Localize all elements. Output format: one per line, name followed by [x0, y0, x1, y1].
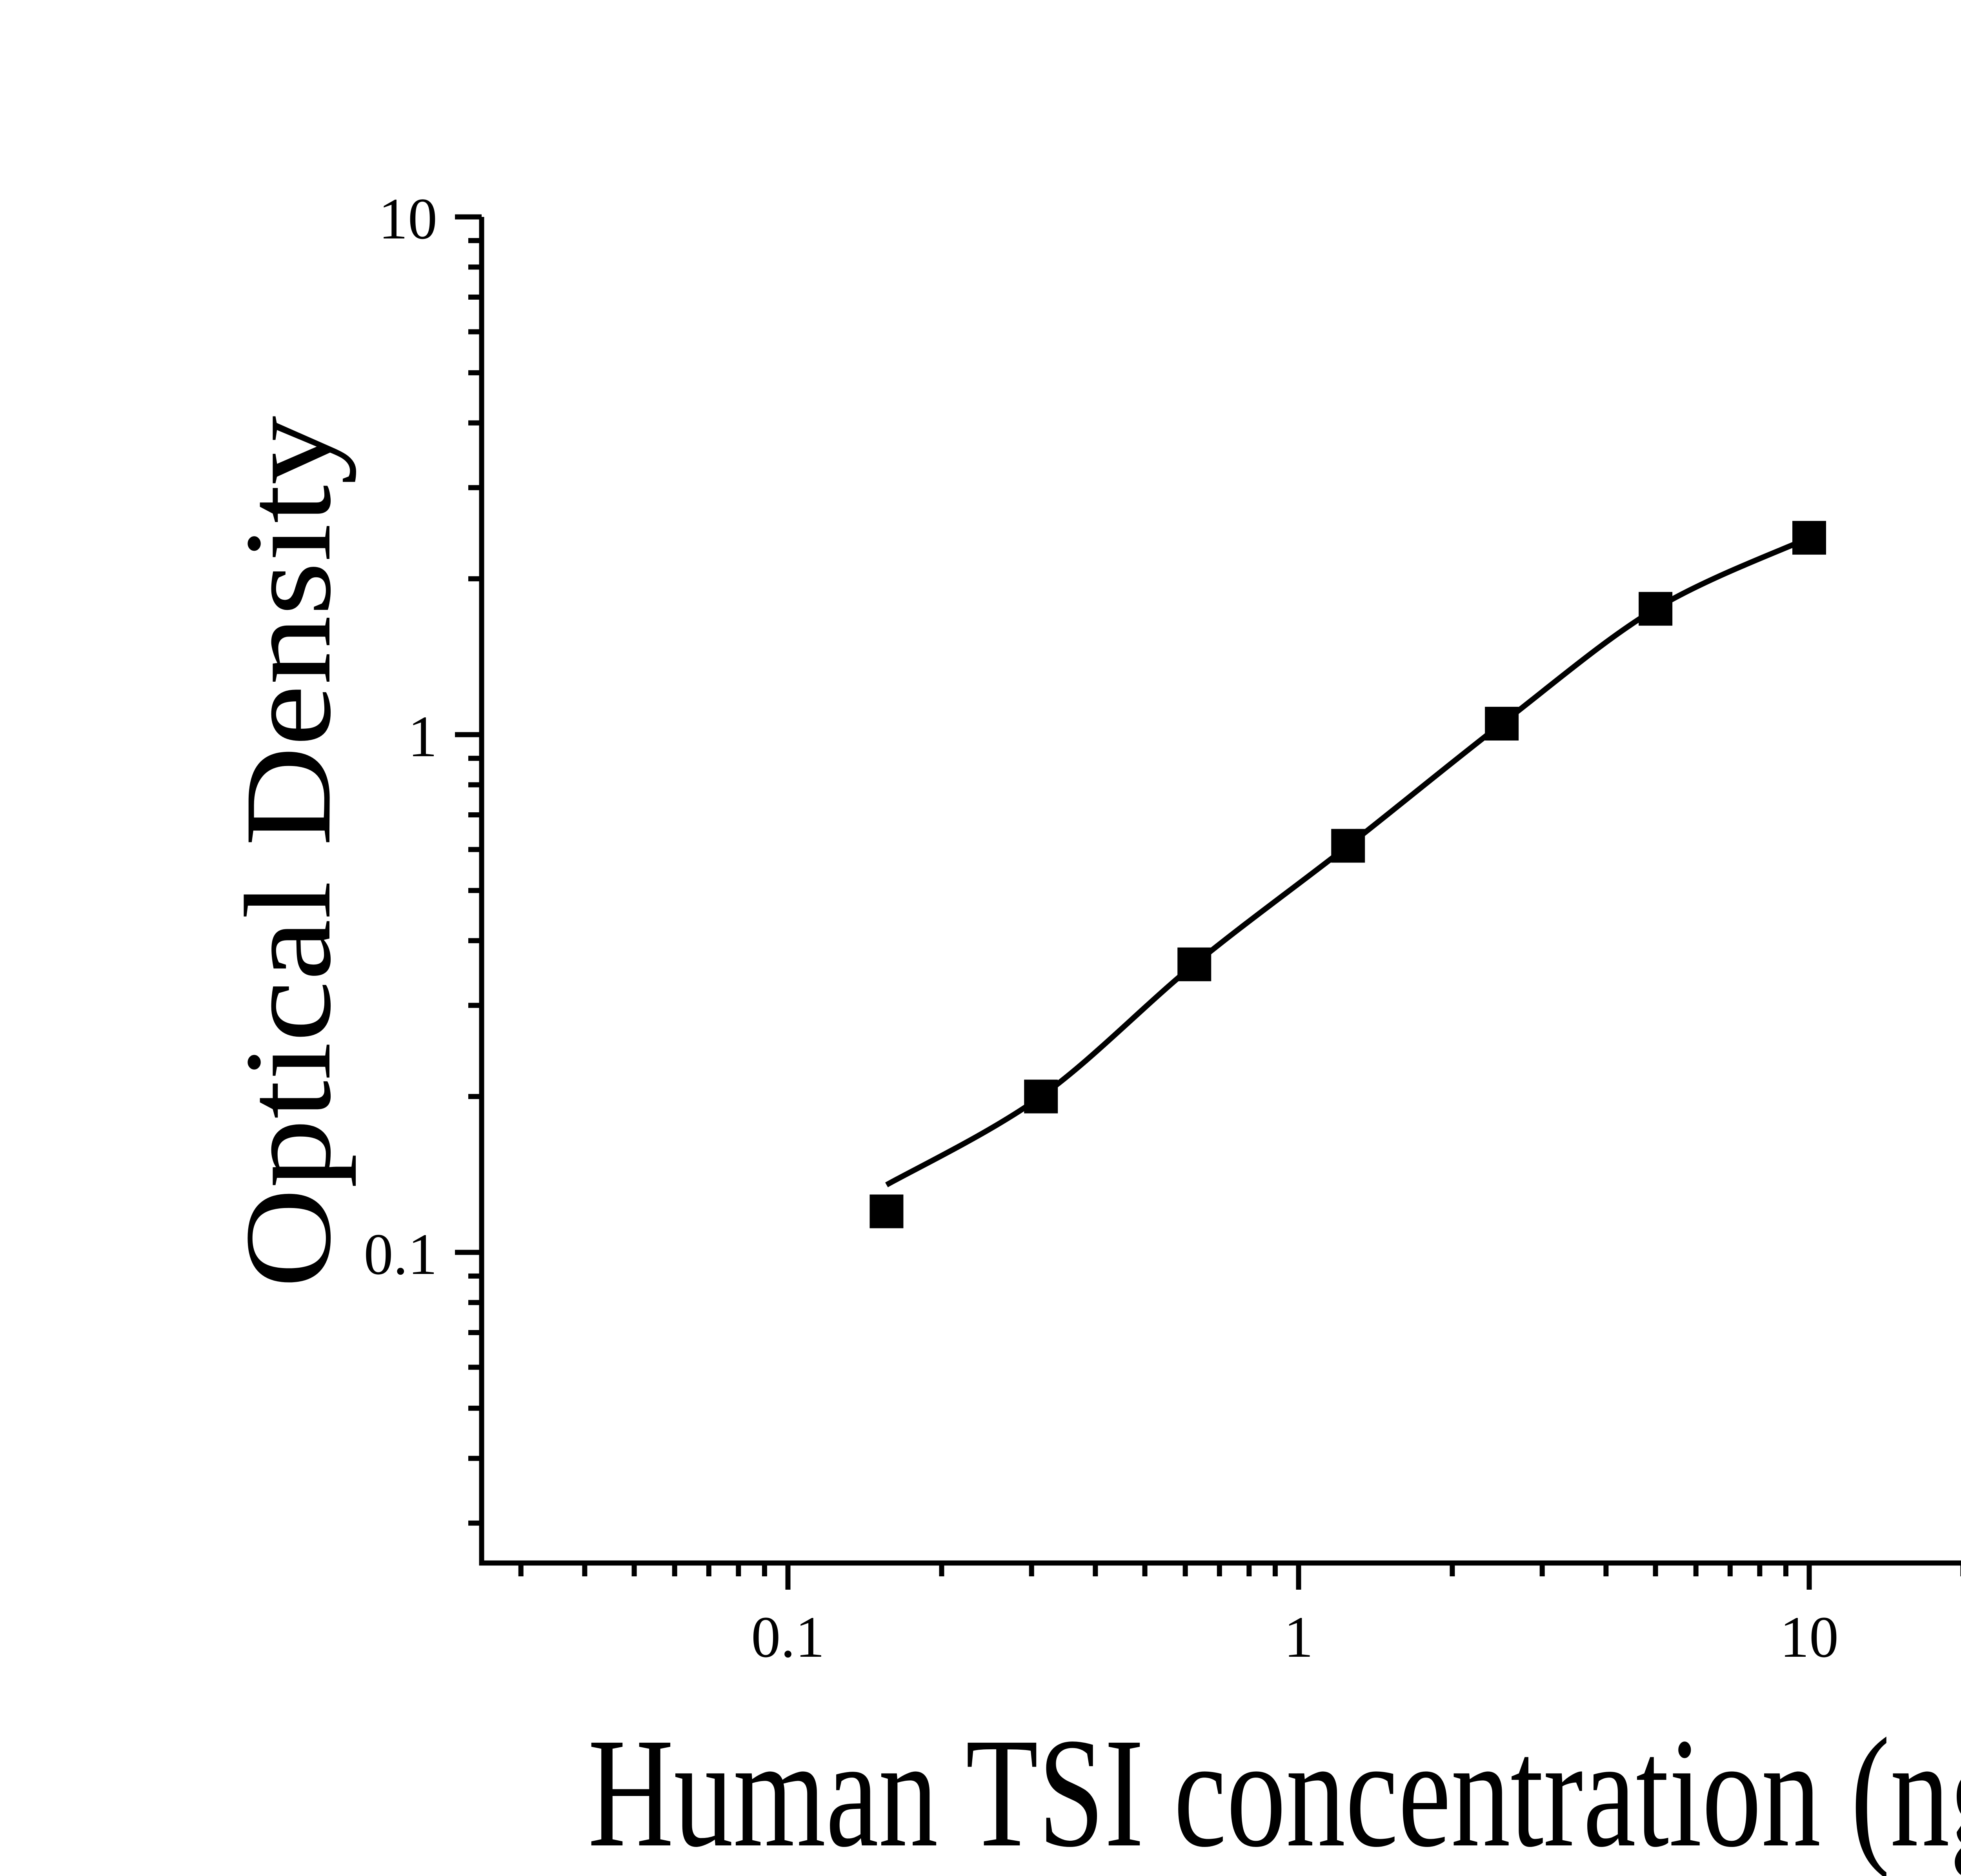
- data-point-marker: [1485, 707, 1519, 741]
- axis-spines: [479, 217, 1961, 1566]
- x-tick-label: 10: [1780, 1605, 1839, 1670]
- data-point-marker: [1639, 592, 1673, 626]
- data-point-marker: [1331, 829, 1365, 863]
- x-axis-title: Human TSI concentration (ng/mL): [588, 1706, 1961, 1876]
- y-tick-label: 10: [378, 186, 437, 251]
- data-point-marker: [870, 1194, 904, 1228]
- y-tick-label: 1: [408, 704, 437, 769]
- axes-layer: [479, 217, 1961, 1566]
- data-point-marker: [1024, 1079, 1058, 1114]
- y-axis-title: Optical Density: [220, 416, 357, 1288]
- x-tick-label: 0.1: [751, 1605, 825, 1670]
- x-tick-label: 1: [1284, 1605, 1313, 1670]
- data-point-marker: [1792, 521, 1826, 555]
- tick-labels-layer: 0.11101001010.1: [364, 186, 1839, 1670]
- y-tick-label: 0.1: [364, 1222, 438, 1287]
- series-layer: [870, 521, 1826, 1228]
- data-point-marker: [1177, 947, 1212, 981]
- ticks-layer: [455, 214, 1961, 1590]
